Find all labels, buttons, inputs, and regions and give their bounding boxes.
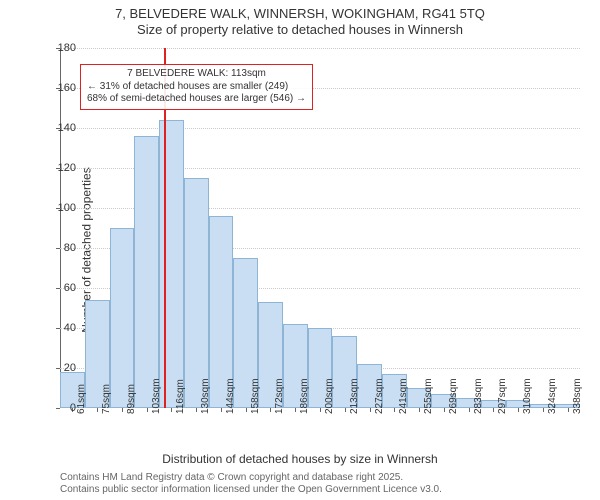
xtick-mark — [568, 408, 569, 412]
xtick-mark — [394, 408, 395, 412]
footer-line-2: Contains public sector information licen… — [60, 484, 442, 495]
xtick-label: 324sqm — [547, 378, 558, 414]
xtick-label: 255sqm — [423, 378, 434, 414]
xtick-label: 283sqm — [473, 378, 484, 414]
xtick-label: 338sqm — [572, 378, 583, 414]
xtick-mark — [270, 408, 271, 412]
ytick-label: 100 — [40, 202, 76, 214]
ytick-label: 0 — [40, 402, 76, 414]
ytick-label: 160 — [40, 82, 76, 94]
histogram-bar — [110, 228, 135, 408]
ytick-label: 40 — [40, 322, 76, 334]
ytick-label: 60 — [40, 282, 76, 294]
xtick-label: 130sqm — [200, 378, 211, 414]
ytick-label: 140 — [40, 122, 76, 134]
xtick-label: 61sqm — [76, 384, 87, 414]
ytick-label: 20 — [40, 362, 76, 374]
xtick-label: 75sqm — [101, 384, 112, 414]
xtick-label: 103sqm — [151, 378, 162, 414]
ytick-label: 180 — [40, 42, 76, 54]
xtick-mark — [419, 408, 420, 412]
xtick-mark — [246, 408, 247, 412]
footer-line-1: Contains HM Land Registry data © Crown c… — [60, 472, 403, 483]
xtick-label: 186sqm — [299, 378, 310, 414]
xtick-mark — [295, 408, 296, 412]
histogram-bar — [184, 178, 209, 408]
xtick-label: 213sqm — [349, 378, 360, 414]
annotation-box: 7 BELVEDERE WALK: 113sqm ← 31% of detach… — [80, 64, 313, 110]
xtick-mark — [196, 408, 197, 412]
gridline — [60, 48, 580, 49]
xtick-label: 269sqm — [448, 378, 459, 414]
xtick-label: 200sqm — [324, 378, 335, 414]
xtick-label: 116sqm — [175, 379, 186, 414]
xtick-mark — [493, 408, 494, 412]
annotation-line-3: 68% of semi-detached houses are larger (… — [87, 93, 306, 106]
xtick-mark — [469, 408, 470, 412]
histogram-bar — [159, 120, 184, 408]
xtick-label: 144sqm — [225, 378, 236, 414]
xtick-label: 297sqm — [497, 378, 508, 414]
annotation-line-1: 7 BELVEDERE WALK: 113sqm — [87, 68, 306, 81]
xtick-mark — [518, 408, 519, 412]
title-line-1: 7, BELVEDERE WALK, WINNERSH, WOKINGHAM, … — [0, 6, 600, 21]
xtick-mark — [147, 408, 148, 412]
xtick-mark — [345, 408, 346, 412]
xtick-mark — [320, 408, 321, 412]
xtick-label: 241sqm — [398, 378, 409, 414]
title-line-2: Size of property relative to detached ho… — [0, 22, 600, 37]
xtick-mark — [444, 408, 445, 412]
ytick-label: 120 — [40, 162, 76, 174]
histogram-bar — [134, 136, 159, 408]
xtick-label: 227sqm — [374, 378, 385, 414]
annotation-line-2: ← 31% of detached houses are smaller (24… — [87, 81, 306, 94]
xtick-mark — [97, 408, 98, 412]
xtick-label: 158sqm — [250, 378, 261, 414]
xtick-label: 310sqm — [522, 378, 533, 414]
xtick-mark — [171, 408, 172, 412]
xtick-mark — [543, 408, 544, 412]
xtick-label: 89sqm — [126, 384, 137, 414]
xtick-mark — [122, 408, 123, 412]
gridline — [60, 128, 580, 129]
xtick-label: 172sqm — [274, 378, 285, 414]
ytick-label: 80 — [40, 242, 76, 254]
xtick-mark — [370, 408, 371, 412]
xtick-mark — [221, 408, 222, 412]
x-axis-label: Distribution of detached houses by size … — [0, 452, 600, 466]
